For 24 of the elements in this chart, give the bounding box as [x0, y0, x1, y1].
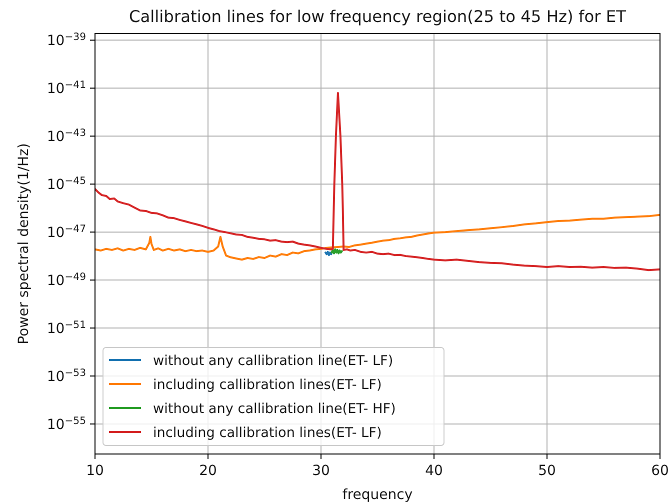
x-tick-label: 50 [538, 463, 556, 479]
x-tick-label: 40 [425, 463, 443, 479]
x-tick-label: 60 [651, 463, 669, 479]
y-tick-label: 10$^{−47}$ [46, 224, 86, 242]
legend-label: including callibration lines(ET- LF) [153, 377, 382, 393]
y-axis-title: Power spectral density(1/Hz) [16, 143, 32, 344]
y-tick-label: 10$^{−53}$ [46, 368, 86, 385]
y-tick-label: 10$^{−39}$ [46, 32, 86, 50]
line-series [95, 92, 660, 272]
y-tick-label: 10$^{−41}$ [46, 80, 86, 98]
line-series [95, 214, 660, 261]
x-axis-title: frequency [342, 487, 413, 503]
y-tick-label: 10$^{−43}$ [46, 128, 86, 146]
legend-label: without any callibration line(ET- LF) [153, 353, 394, 369]
legend-label: without any callibration line(ET- HF) [153, 401, 396, 417]
y-tick-label: 10$^{−51}$ [46, 320, 86, 338]
x-tick-label: 30 [312, 463, 330, 479]
y-tick-label: 10$^{−55}$ [46, 415, 86, 433]
y-tick-label: 10$^{−49}$ [46, 272, 86, 290]
chart-title: Callibration lines for low frequency region(25 to 45 Hz) for ET [128, 7, 626, 26]
legend-label: including callibration lines(ET- LF) [153, 425, 382, 441]
x-tick-label: 20 [199, 463, 217, 479]
y-tick-label: 10$^{−45}$ [46, 176, 86, 194]
x-tick-label: 10 [86, 463, 104, 479]
